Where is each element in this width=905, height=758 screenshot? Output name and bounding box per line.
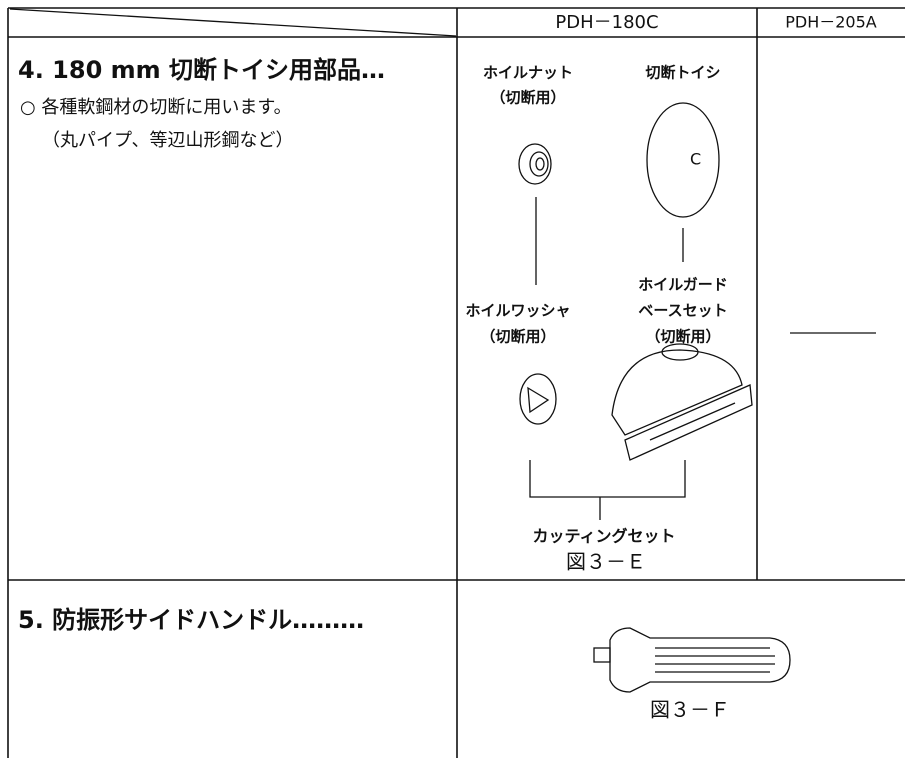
side-handle-illustration [593, 627, 791, 693]
header: PDH－180C [555, 12, 658, 33]
part-label: ホイルガード [638, 276, 728, 294]
header: PDH－205A [785, 13, 877, 32]
bracket [529, 460, 686, 520]
note: ○ 各種軟鋼材の切断に用います。 [20, 97, 292, 118]
note: （丸パイプ、等辺山形鋼など） [42, 130, 293, 151]
row-title: 5. 防振形サイドハンドル……… [18, 606, 364, 634]
part-label: （切断用） [490, 89, 565, 107]
set-label: カッティングセット [532, 527, 675, 546]
svg-text:C: C [690, 150, 701, 169]
figure-caption: 図３－Ｅ [566, 550, 646, 574]
part-label: 切断トイシ [645, 64, 720, 82]
cutting-disc-illustration: C [646, 102, 720, 218]
wheel-washer-illustration [519, 373, 557, 425]
part-label: ホイルナット [483, 64, 573, 82]
wheel-nut-illustration [518, 143, 552, 185]
diagonal [9, 8, 457, 37]
part-label: （切断用） [480, 328, 555, 346]
row-title: 4. 180 mm 切断トイシ用部品… [18, 56, 385, 84]
part-label: （切断用） [645, 328, 720, 346]
figure-caption: 図３－Ｆ [650, 698, 730, 722]
part-label: ベースセット [638, 302, 727, 320]
wheel-guard-illustration [611, 343, 753, 461]
part-label: ホイルワッシャ [465, 302, 570, 320]
